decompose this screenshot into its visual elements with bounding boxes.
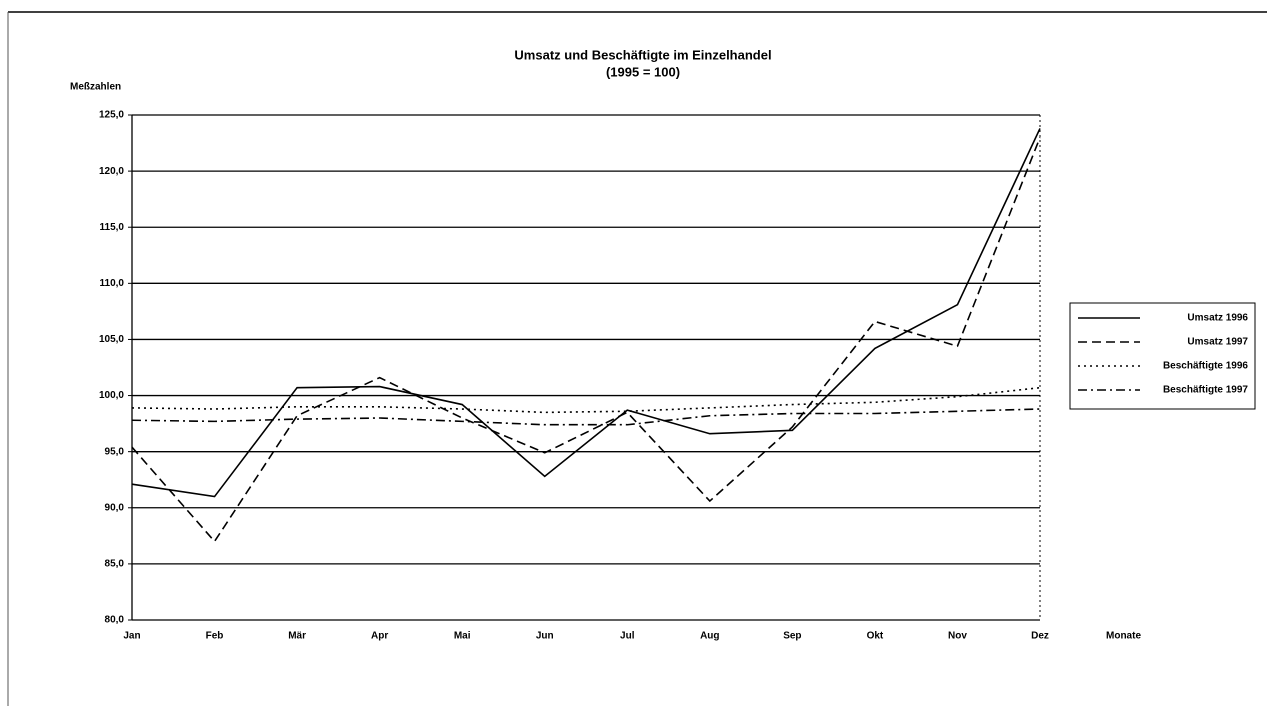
y-tick-label: 90,0: [105, 502, 125, 513]
x-axis-label: Monate: [1106, 631, 1141, 642]
legend-label: Beschäftigte 1996: [1163, 361, 1248, 372]
x-tick-label: Nov: [948, 631, 967, 642]
y-tick-label: 80,0: [105, 615, 125, 626]
y-tick-label: 110,0: [100, 278, 125, 289]
x-tick-label: Aug: [700, 631, 719, 642]
legend-box: [1069, 302, 1256, 410]
series-line: [131, 408, 1041, 426]
chart-title: Umsatz und Beschäftigte im Einzelhandel: [514, 47, 771, 62]
series-line: [131, 137, 1041, 543]
legend-label: Beschäftigte 1997: [1163, 385, 1248, 396]
y-tick-label: 120,0: [99, 166, 124, 177]
y-tick-label: 85,0: [105, 559, 125, 570]
x-tick-label: Jan: [123, 631, 140, 642]
y-tick-label: 105,0: [99, 334, 124, 345]
x-tick-label: Feb: [206, 631, 224, 642]
chart-subtitle: (1995 = 100): [606, 64, 680, 79]
legend-label: Umsatz 1996: [1187, 313, 1248, 324]
y-tick-label: 115,0: [100, 222, 125, 233]
x-tick-label: Jun: [536, 631, 554, 642]
y-tick-label: 95,0: [105, 446, 125, 457]
x-tick-label: Mai: [454, 631, 471, 642]
y-tick-label: 125,0: [99, 110, 124, 121]
x-tick-label: Jul: [620, 631, 635, 642]
x-tick-label: Mär: [288, 631, 306, 642]
legend-label: Umsatz 1997: [1187, 337, 1248, 348]
x-tick-label: Sep: [783, 631, 801, 642]
x-tick-label: Dez: [1031, 631, 1049, 642]
series-line: [131, 386, 1041, 414]
x-tick-label: Apr: [371, 631, 388, 642]
series-line: [131, 128, 1041, 498]
x-tick-label: Okt: [867, 631, 884, 642]
y-tick-label: 100,0: [99, 390, 124, 401]
y-axis-label: Meßzahlen: [70, 82, 121, 93]
